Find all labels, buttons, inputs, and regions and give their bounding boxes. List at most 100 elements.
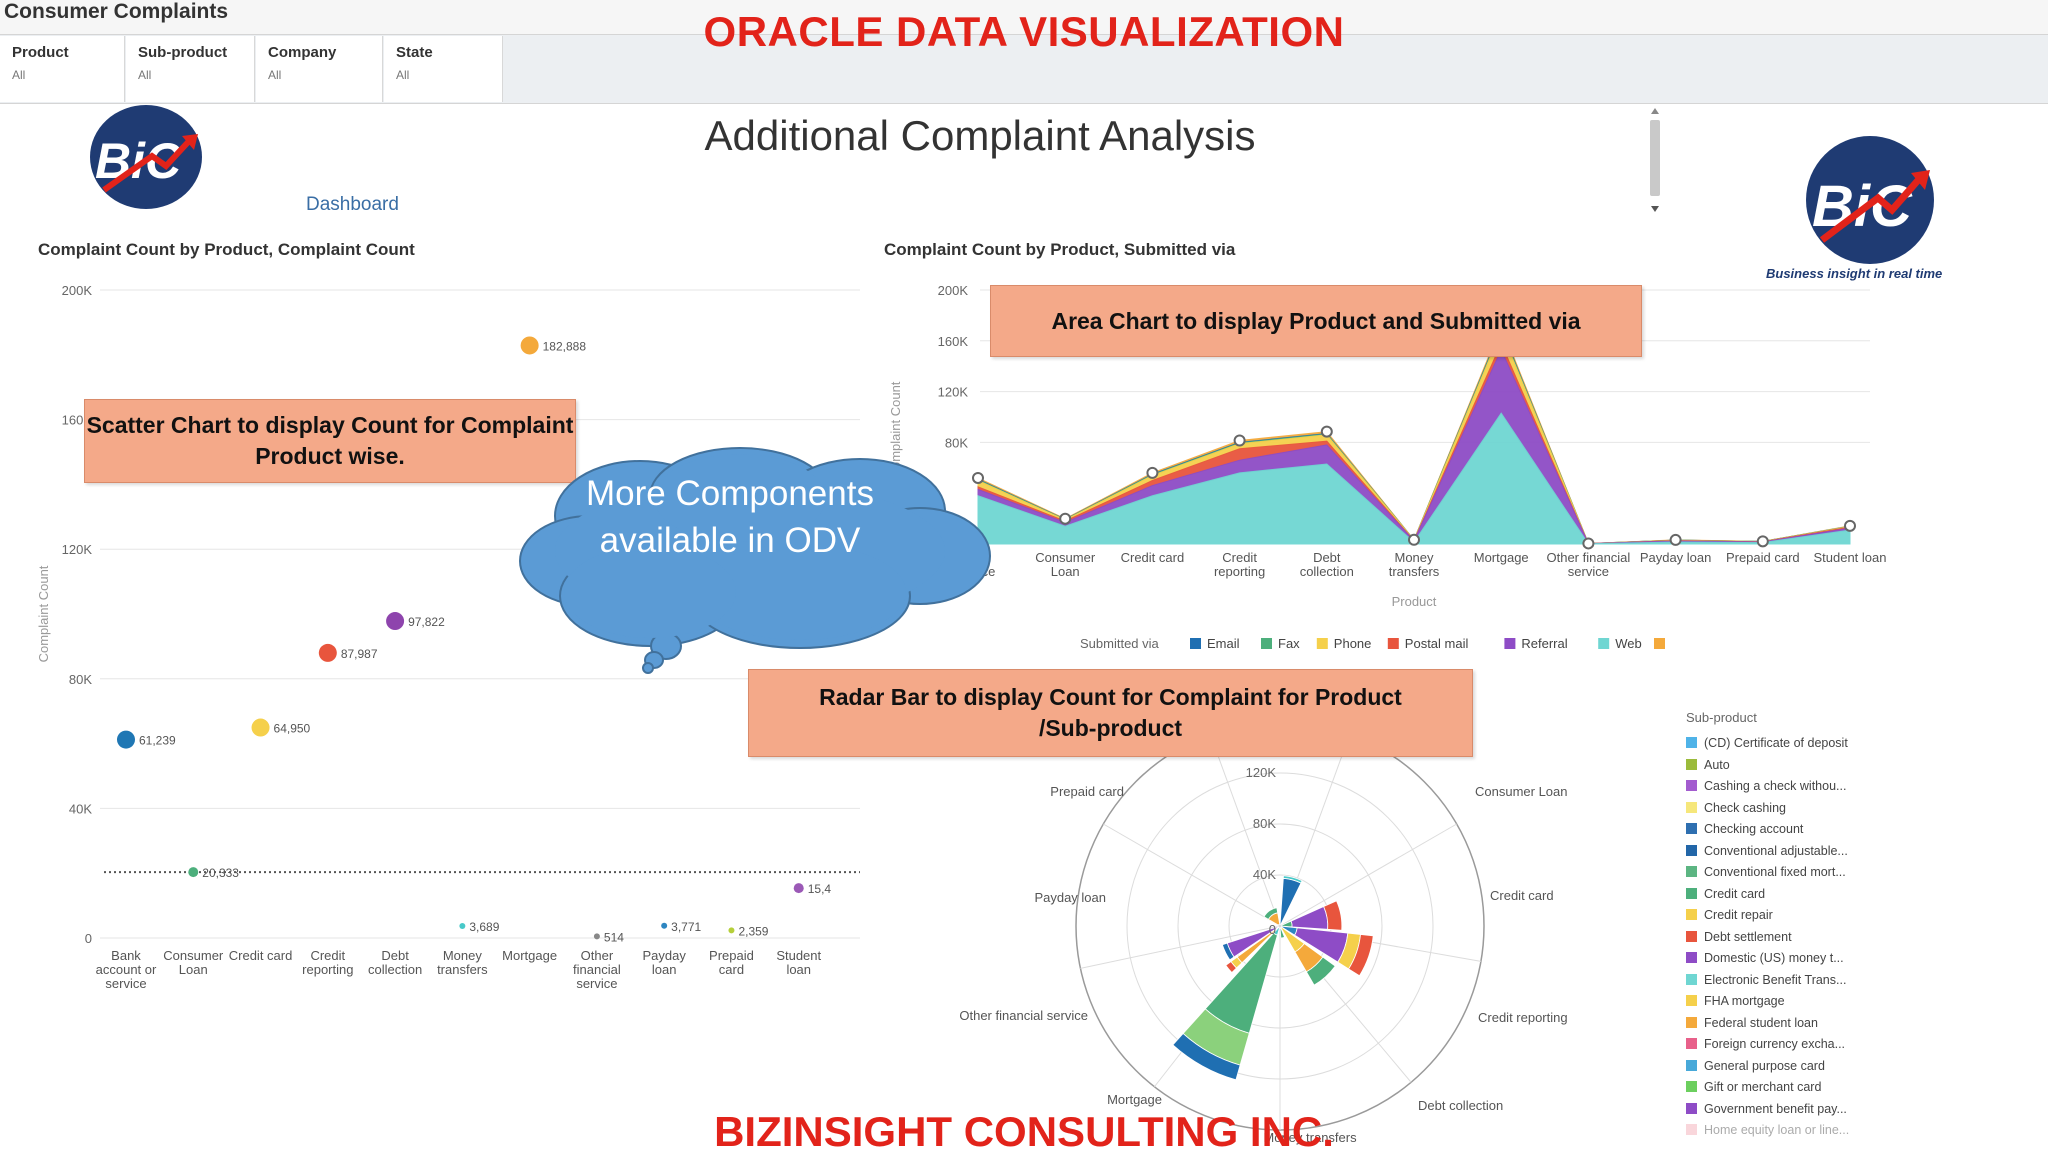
x-tick-label: Debt collection [1300, 550, 1354, 579]
legend-swatch [1686, 737, 1697, 748]
legend-swatch [1261, 638, 1272, 649]
legend-label: Debt settlement [1704, 929, 1792, 944]
subproduct-legend-item[interactable]: Auto [1686, 758, 1730, 772]
area-point-bank-account-or-service [972, 471, 984, 484]
legend-swatch [1504, 638, 1516, 649]
y-tick-label: 80K [945, 435, 968, 450]
scrollbar[interactable] [1648, 106, 1662, 218]
subproduct-legend-item[interactable]: Credit card [1686, 887, 1765, 901]
radar-bar-segment [1221, 942, 1235, 961]
filter-product[interactable]: Product All [0, 36, 125, 102]
legend-label: Conventional adjustable... [1704, 843, 1848, 858]
area-point-credit-reporting [1233, 434, 1246, 447]
legend-label: Cashing a check withou... [1704, 779, 1847, 793]
filter-label: Product [12, 44, 69, 61]
legend-swatch [1686, 930, 1697, 942]
radar-category-mortgage: Mortgage [1107, 1092, 1162, 1107]
subproduct-legend-item[interactable]: Debt settlement [1686, 930, 1792, 944]
scatter-data-label: 87,987 [341, 647, 378, 661]
radar-category-money-transfers: Money transfers [1263, 1130, 1357, 1145]
legend-swatch [1686, 866, 1697, 877]
filter-value: All [396, 68, 410, 82]
banner-oracle: ORACLE DATA VISUALIZATION [703, 8, 1345, 55]
radar-bar-segment [1279, 927, 1286, 939]
callout-area: Area Chart to display Product and Submit… [990, 285, 1642, 357]
legend-swatch [1686, 1124, 1697, 1135]
radar-category-prepaid-card: Prepaid card [1050, 784, 1124, 799]
scatter-point-prepaid-card [728, 927, 735, 934]
legend-swatch [1598, 638, 1610, 649]
scroll-thumb[interactable] [1650, 120, 1660, 196]
subproduct-legend-item[interactable]: Credit repair [1686, 908, 1773, 922]
radar-bar-segment [1348, 934, 1374, 977]
subproduct-legend-item[interactable]: Cashing a check withou... [1686, 779, 1846, 793]
subproduct-legend-item[interactable]: Government benefit pay... [1686, 1102, 1847, 1116]
radar-category-credit-reporting: Credit reporting [1478, 1010, 1568, 1025]
scatter-data-label: 97,822 [408, 615, 445, 629]
x-tick-label: Payday loan [642, 948, 686, 977]
legend-swatch [1686, 1038, 1697, 1049]
subproduct-legend-item[interactable]: Home equity loan or line... [1686, 1123, 1849, 1137]
scatter-point-credit-reporting [318, 643, 337, 662]
banner-bizinsight: BIZINSIGHT CONSULTING INC. [714, 1108, 1334, 1155]
area-point-consumer-loan [1059, 512, 1072, 525]
legend-label: Credit card [1704, 886, 1766, 901]
scatter-point-consumer-loan [188, 867, 199, 878]
y-tick-label: 200K [62, 283, 93, 298]
subproduct-legend-item[interactable]: Gift or merchant card [1686, 1080, 1821, 1094]
subproduct-legend-item[interactable]: Checking account [1686, 822, 1803, 836]
filter-label: Company [268, 44, 337, 61]
area-series-web [977, 412, 1851, 545]
scatter-point-other-financial-service [593, 933, 600, 940]
legend-label: Check cashing [1704, 800, 1786, 815]
callout-scatter: Scatter Chart to display Count for Compl… [84, 399, 576, 483]
scatter-data-label: 61,239 [139, 734, 176, 748]
scroll-down-icon[interactable] [1651, 206, 1659, 212]
subproduct-legend-item[interactable]: Conventional fixed mort... [1686, 865, 1846, 879]
y-tick-label: 120K [938, 385, 969, 400]
scroll-up-icon[interactable] [1651, 108, 1659, 114]
legend-item-email: Email [1207, 636, 1240, 650]
x-tick-label: Credit reporting [302, 948, 353, 977]
x-tick-label: Prepaid card [709, 948, 754, 977]
filter-sub-product[interactable]: Sub-product All [126, 36, 255, 102]
subproduct-legend-item[interactable]: Federal student loan [1686, 1016, 1818, 1030]
y-tick-label: 40K [69, 801, 92, 816]
subproduct-legend-item[interactable]: (CD) Certificate of deposit [1686, 736, 1848, 750]
subproduct-legend-item[interactable]: Domestic (US) money t... [1686, 951, 1844, 965]
subproduct-legend-item[interactable]: Conventional adjustable... [1686, 844, 1848, 858]
scatter-point-student-loan [793, 883, 804, 894]
radar-ring-label: 80K [1253, 816, 1276, 831]
filter-company[interactable]: Company All [256, 36, 383, 102]
legend-label: Electronic Benefit Trans... [1704, 972, 1847, 987]
subproduct-legend-item[interactable]: FHA mortgage [1686, 994, 1785, 1008]
scatter-chart-title: Complaint Count by Product, Complaint Co… [38, 240, 415, 259]
filter-value: All [138, 68, 152, 82]
x-tick-label: Credit reporting [1214, 550, 1265, 579]
cloud-shape [519, 447, 991, 674]
legend-label: Foreign currency excha... [1704, 1037, 1846, 1051]
x-tick-label: Credit card [1121, 550, 1185, 565]
top-bar [0, 0, 2048, 34]
bic-logo-left: BiC [90, 105, 202, 209]
radar-category-other-financial-service: Other financial service [959, 1008, 1088, 1023]
radar-bar-chart[interactable]: Consumer Loan Credit card Credit reporting… [900, 740, 1620, 1160]
filter-value: All [12, 68, 26, 82]
filter-state[interactable]: State All [384, 36, 503, 102]
legend-label: Gift or merchant card [1704, 1080, 1822, 1094]
x-tick-label: Debt collection [368, 948, 422, 977]
area-point-debt-collection [1320, 425, 1333, 438]
dashboard-link[interactable]: Dashboard [306, 194, 399, 215]
legend-swatch [1686, 844, 1697, 856]
legend-label: Domestic (US) money t... [1704, 951, 1844, 965]
area-point-money-transfers [1408, 533, 1420, 546]
subproduct-legend-item[interactable]: Foreign currency excha... [1686, 1037, 1845, 1051]
y-tick-label: 160K [938, 334, 969, 349]
subproduct-legend-item[interactable]: Check cashing [1686, 801, 1786, 815]
subproduct-legend-item[interactable]: Electronic Benefit Trans... [1686, 973, 1846, 987]
radar-spoke [1211, 740, 1281, 927]
scatter-point-payday-loan [661, 922, 668, 929]
subproduct-legend-item[interactable]: General purpose card [1686, 1059, 1825, 1073]
radar-spoke [1279, 823, 1457, 927]
